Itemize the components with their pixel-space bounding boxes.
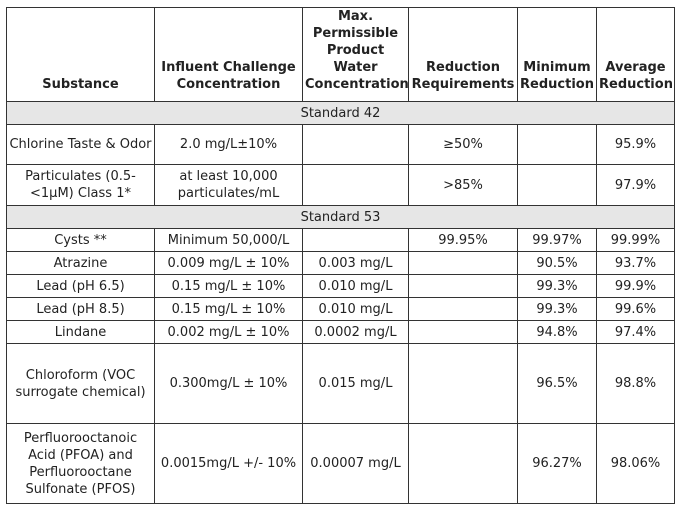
minimum-reduction-cell: 99.3% — [517, 297, 597, 321]
substance-cell: Cysts ** — [6, 228, 155, 252]
requirement-cell — [408, 343, 518, 424]
section-title: Standard 53 — [6, 205, 675, 229]
section-row: Standard 42 — [6, 101, 675, 125]
minimum-reduction-cell: 96.5% — [517, 343, 597, 424]
header-minimum-reduction: Minimum Reduction — [517, 7, 597, 102]
substance-cell: Perfluorooctanoic Acid (PFOA) and Perflu… — [6, 423, 155, 504]
average-reduction-cell: 99.9% — [596, 274, 675, 298]
requirement-cell: ≥50% — [408, 124, 518, 165]
minimum-reduction-cell: 99.3% — [517, 274, 597, 298]
average-reduction-cell: 97.4% — [596, 320, 675, 344]
minimum-reduction-cell: 90.5% — [517, 251, 597, 275]
average-reduction-cell: 98.8% — [596, 343, 675, 424]
max-concentration-cell — [302, 164, 409, 206]
max-concentration-cell: 0.00007 mg/L — [302, 423, 409, 504]
influent-cell: Minimum 50,000/L — [154, 228, 303, 252]
table-row: Lead (pH 6.5) 0.15 mg/L ± 10% 0.010 mg/L… — [6, 274, 675, 298]
substance-cell: Lead (pH 6.5) — [6, 274, 155, 298]
average-reduction-cell: 99.99% — [596, 228, 675, 252]
max-concentration-cell: 0.0002 mg/L — [302, 320, 409, 344]
section-row: Standard 53 — [6, 205, 675, 229]
requirement-cell — [408, 251, 518, 275]
max-concentration-cell — [302, 228, 409, 252]
requirement-cell — [408, 274, 518, 298]
requirement-cell — [408, 297, 518, 321]
substance-cell: Lindane — [6, 320, 155, 344]
average-reduction-cell: 97.9% — [596, 164, 675, 206]
table-row: Chlorine Taste & Odor 2.0 mg/L±10% ≥50% … — [6, 124, 675, 165]
minimum-reduction-cell — [517, 164, 597, 206]
minimum-reduction-cell: 99.97% — [517, 228, 597, 252]
influent-cell: 0.0015mg/L +/- 10% — [154, 423, 303, 504]
max-concentration-cell: 0.010 mg/L — [302, 297, 409, 321]
minimum-reduction-cell: 94.8% — [517, 320, 597, 344]
requirement-cell: >85% — [408, 164, 518, 206]
table-row: Lindane 0.002 mg/L ± 10% 0.0002 mg/L 94.… — [6, 320, 675, 344]
table-row: Atrazine 0.009 mg/L ± 10% 0.003 mg/L 90.… — [6, 251, 675, 275]
substance-cell: Lead (pH 8.5) — [6, 297, 155, 321]
section-title: Standard 42 — [6, 101, 675, 125]
max-concentration-cell — [302, 124, 409, 165]
table-row: Cysts ** Minimum 50,000/L 99.95% 99.97% … — [6, 228, 675, 252]
header-max-permissible: Max. Permissible Product Water Concentra… — [302, 7, 409, 102]
average-reduction-cell: 98.06% — [596, 423, 675, 504]
requirement-cell: 99.95% — [408, 228, 518, 252]
average-reduction-cell: 95.9% — [596, 124, 675, 165]
requirement-cell — [408, 423, 518, 504]
substance-cell: Chloroform (VOC surrogate chemical) — [6, 343, 155, 424]
max-concentration-cell: 0.010 mg/L — [302, 274, 409, 298]
influent-cell: 0.300mg/L ± 10% — [154, 343, 303, 424]
header-row: Substance Influent Challenge Concentrati… — [6, 7, 675, 102]
average-reduction-cell: 99.6% — [596, 297, 675, 321]
header-substance: Substance — [6, 7, 155, 102]
header-reduction-requirements: Reduction Requirements — [408, 7, 518, 102]
influent-cell: 0.002 mg/L ± 10% — [154, 320, 303, 344]
table-row: Particulates (0.5-<1μM) Class 1* at leas… — [6, 164, 675, 206]
minimum-reduction-cell — [517, 124, 597, 165]
requirement-cell — [408, 320, 518, 344]
influent-cell: 2.0 mg/L±10% — [154, 124, 303, 165]
influent-cell: at least 10,000 particulates/mL — [154, 164, 303, 206]
average-reduction-cell: 93.7% — [596, 251, 675, 275]
substance-cell: Atrazine — [6, 251, 155, 275]
max-concentration-cell: 0.015 mg/L — [302, 343, 409, 424]
substance-cell: Particulates (0.5-<1μM) Class 1* — [6, 164, 155, 206]
influent-cell: 0.009 mg/L ± 10% — [154, 251, 303, 275]
minimum-reduction-cell: 96.27% — [517, 423, 597, 504]
table-row: Chloroform (VOC surrogate chemical) 0.30… — [6, 343, 675, 424]
table-row: Lead (pH 8.5) 0.15 mg/L ± 10% 0.010 mg/L… — [6, 297, 675, 321]
performance-data-table: Substance Influent Challenge Concentrati… — [6, 7, 675, 504]
influent-cell: 0.15 mg/L ± 10% — [154, 297, 303, 321]
max-concentration-cell: 0.003 mg/L — [302, 251, 409, 275]
table-row: Perfluorooctanoic Acid (PFOA) and Perflu… — [6, 423, 675, 504]
influent-cell: 0.15 mg/L ± 10% — [154, 274, 303, 298]
header-average-reduction: Average Reduction — [596, 7, 675, 102]
substance-cell: Chlorine Taste & Odor — [6, 124, 155, 165]
header-influent: Influent Challenge Concentration — [154, 7, 303, 102]
